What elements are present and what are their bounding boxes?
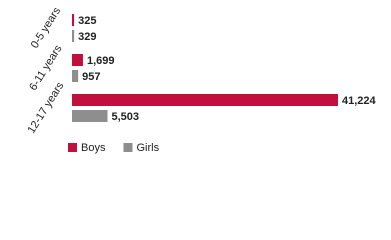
bar	[72, 110, 108, 122]
value-label: 329	[78, 31, 96, 43]
legend-label: Girls	[136, 142, 159, 154]
bar	[72, 94, 338, 106]
value-label: 957	[82, 71, 100, 83]
bar	[72, 30, 75, 42]
legend-swatch	[123, 143, 133, 152]
bar	[72, 54, 83, 66]
value-label: 41,224	[342, 95, 377, 107]
bar	[72, 70, 79, 82]
value-label: 1,699	[87, 55, 115, 67]
bar	[72, 14, 75, 26]
category-label: 0-5 years	[29, 5, 64, 51]
value-label: 5,503	[112, 111, 140, 123]
legend-swatch	[68, 143, 77, 152]
legend-label: Boys	[81, 142, 106, 154]
value-label: 325	[78, 15, 96, 27]
